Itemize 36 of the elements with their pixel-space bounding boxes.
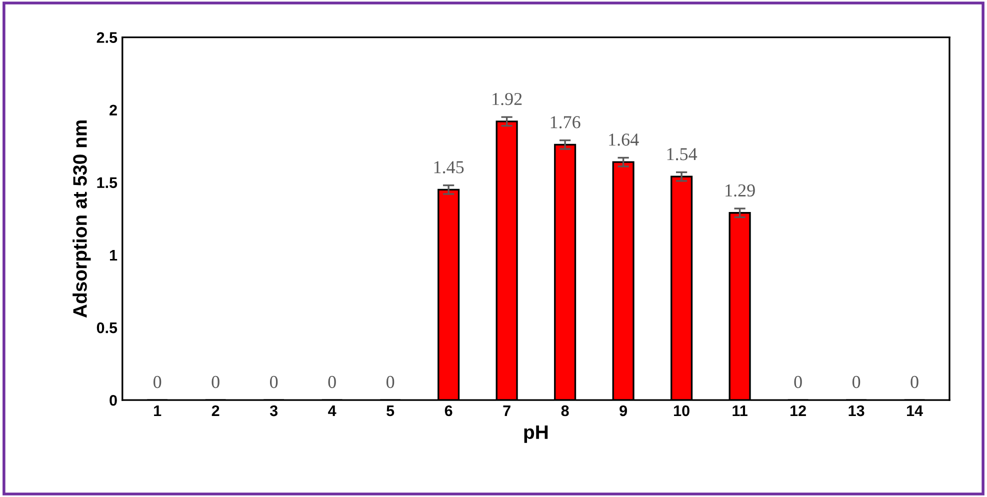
data-label: 0 xyxy=(386,376,394,388)
y-tick-label: 0 xyxy=(110,394,117,406)
data-label: 1.64 xyxy=(609,134,639,146)
data-label: 0 xyxy=(270,376,278,388)
data-label: 1.45 xyxy=(434,161,464,174)
y-tick-label: 2 xyxy=(110,104,117,116)
x-tick-label: 13 xyxy=(848,405,864,416)
x-tick-label: 2 xyxy=(212,405,220,416)
y-tick-label: 1 xyxy=(110,250,118,260)
data-label: 1.76 xyxy=(550,116,580,128)
y-axis-title: Adsorption at 530 nm xyxy=(72,120,91,318)
x-tick-label: 4 xyxy=(328,406,336,416)
x-tick-label: 8 xyxy=(561,405,569,416)
x-tick-label: 12 xyxy=(790,405,806,416)
data-label: 0 xyxy=(154,376,162,388)
x-tick-label: 11 xyxy=(732,406,748,416)
data-label: 0 xyxy=(910,376,918,388)
x-tick-label: 1 xyxy=(154,406,162,416)
x-tick-label: 14 xyxy=(907,406,923,416)
x-axis-title: pH xyxy=(524,425,548,443)
x-tick-label: 7 xyxy=(503,406,510,416)
x-tick-label: 10 xyxy=(674,405,690,416)
y-tick-label: 2.5 xyxy=(96,32,118,43)
data-label: 0 xyxy=(794,376,802,388)
x-tick-label: 9 xyxy=(620,405,627,416)
data-label: 1.29 xyxy=(726,184,755,197)
x-tick-label: 5 xyxy=(386,406,394,416)
data-label: 0 xyxy=(328,376,336,388)
data-label: 1.92 xyxy=(492,92,522,106)
y-tick-label: 1.5 xyxy=(97,177,118,188)
data-label: 1.54 xyxy=(667,148,698,160)
y-tick-label: 0.5 xyxy=(96,322,118,334)
data-label: 0 xyxy=(212,376,220,388)
x-tick-label: 3 xyxy=(270,405,278,416)
x-tick-label: 6 xyxy=(444,405,452,416)
data-label: 0 xyxy=(852,376,860,388)
